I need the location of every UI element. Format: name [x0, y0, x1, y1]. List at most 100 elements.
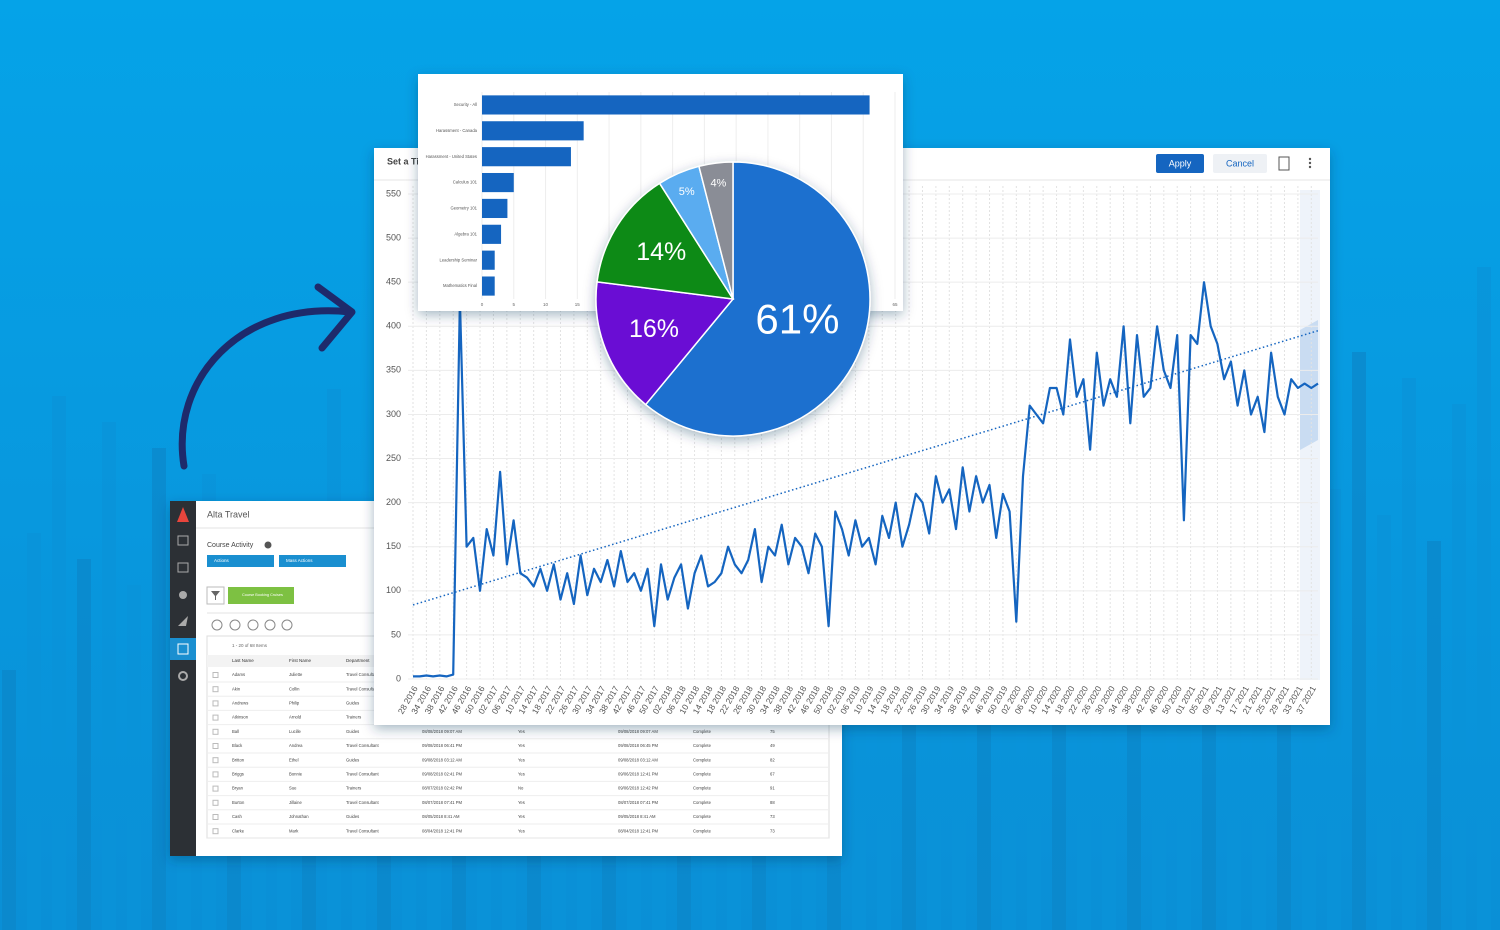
apply-label[interactable]: Apply: [1169, 158, 1192, 168]
column-header: First Name: [289, 658, 311, 663]
table-cell: Yes: [518, 800, 525, 805]
row-checkbox[interactable]: [212, 757, 219, 764]
table-cell: Complete: [693, 757, 712, 762]
table-cell: Travel Consultant: [346, 743, 379, 748]
table-cell: Travel Consultant: [346, 800, 379, 805]
pie-slice: [596, 182, 735, 300]
table-cell: Guides: [346, 701, 359, 706]
cancel-label[interactable]: Cancel: [1226, 158, 1254, 168]
table-cell: Akin: [232, 686, 241, 691]
table-cell: Travel Consultant: [346, 672, 379, 677]
y-tick-label: Algebra 101: [454, 231, 477, 236]
arrow-head: [314, 283, 356, 352]
table-cell: 09/06/2018 12:41 PM: [618, 772, 659, 777]
x-tick-label: 0: [481, 302, 484, 307]
y-tick-label: 100: [386, 585, 401, 595]
row-checkbox[interactable]: [212, 672, 219, 678]
nav-active[interactable]: [170, 638, 196, 660]
icon[interactable]: [264, 619, 276, 631]
table-cell: Guides: [346, 729, 359, 734]
table-cell: 08/07/2018 02:42 PM: [422, 786, 463, 791]
row-checkbox[interactable]: [212, 785, 219, 792]
y-tick-label: Harassment - United States: [426, 154, 477, 159]
table-cell: Mark: [289, 828, 299, 833]
table-cell: Bonnie: [289, 772, 303, 777]
table-cell: 08/08/2018 09:07 AM: [422, 729, 462, 734]
nav-icon[interactable]: [177, 643, 189, 655]
table-cell: Guides: [346, 757, 359, 762]
table-cell: Clarke: [232, 828, 245, 833]
row-checkbox[interactable]: [212, 799, 219, 806]
bar: [482, 121, 584, 141]
menu-dot[interactable]: [1308, 165, 1312, 169]
nav-icon[interactable]: [178, 671, 188, 681]
y-tick-label: 300: [386, 409, 401, 419]
table-cell: 09/08/2018 06:41 PM: [422, 743, 463, 748]
table-cell: Complete: [693, 814, 712, 819]
button[interactable]: [279, 555, 346, 567]
icon[interactable]: [229, 619, 241, 631]
table-cell: 09/08/2018 03:12 AM: [618, 757, 658, 762]
table-cell: Yes: [518, 757, 525, 762]
y-tick-label: Leadership Seminar: [440, 257, 478, 262]
help-icon[interactable]: [264, 541, 272, 549]
background-bar: [1427, 541, 1441, 930]
item-count: 1 - 20 of 68 Items: [232, 643, 268, 648]
column-header: Last Name: [232, 658, 254, 663]
table-cell: 73: [770, 828, 775, 833]
button-label[interactable]: Actions: [214, 558, 230, 563]
menu-dot[interactable]: [1308, 157, 1312, 161]
apply-button[interactable]: [1156, 154, 1204, 173]
table-cell: 49: [770, 743, 775, 748]
nav-icon[interactable]: [178, 616, 188, 626]
row-checkbox[interactable]: [212, 828, 219, 835]
row-checkbox[interactable]: [212, 743, 219, 749]
row-checkbox[interactable]: [212, 728, 219, 735]
table-cell: 08/04/2018 12:41 PM: [618, 828, 659, 833]
nav-icon[interactable]: [177, 562, 189, 573]
y-tick-label: Mathematics Final: [443, 283, 477, 288]
x-tick-label: 10: [543, 302, 549, 307]
slice-label: 5%: [679, 186, 695, 198]
export-icon[interactable]: [1278, 156, 1290, 171]
row-checkbox[interactable]: [212, 686, 219, 693]
row-checkbox[interactable]: [212, 814, 219, 820]
table-cell: Complete: [693, 772, 712, 777]
icon[interactable]: [211, 619, 223, 631]
table-cell: Ethel: [289, 757, 299, 762]
row-checkbox[interactable]: [212, 700, 219, 707]
bar: [482, 250, 495, 270]
table-cell: Trainers: [346, 786, 361, 791]
table-cell: Yes: [518, 828, 525, 833]
filter-chip[interactable]: [228, 587, 294, 604]
background-bar: [1402, 378, 1416, 930]
trend-line: [412, 329, 1319, 606]
cancel-button[interactable]: [1213, 154, 1267, 173]
table-cell: Yes: [518, 729, 525, 734]
logo: [177, 507, 189, 522]
button-label[interactable]: Mass Actions: [286, 558, 313, 563]
row-checkbox[interactable]: [212, 714, 219, 721]
background-bar: [1352, 352, 1366, 930]
nav-icon[interactable]: [179, 591, 187, 599]
nav-icon[interactable]: [177, 535, 189, 546]
table-cell: Andrea: [289, 743, 303, 748]
table-cell: Collin: [289, 686, 300, 691]
background-bar: [1327, 489, 1341, 930]
table-cell: No: [518, 786, 524, 791]
sidebar: [170, 501, 196, 856]
icon[interactable]: [281, 619, 293, 631]
row-checkbox[interactable]: [212, 771, 219, 778]
background-bar: [152, 448, 166, 930]
pie-slice: [595, 280, 735, 406]
table-cell: 08/07/2018 07:41 PM: [422, 800, 463, 805]
menu-dot[interactable]: [1308, 161, 1312, 165]
button[interactable]: [207, 555, 274, 567]
icon[interactable]: [247, 619, 259, 631]
table-cell: Yes: [518, 743, 525, 748]
line-series: [413, 281, 1319, 678]
y-tick-label: Security - All: [454, 102, 477, 107]
table-cell: 88: [770, 800, 775, 805]
y-tick-label: 200: [386, 497, 401, 507]
